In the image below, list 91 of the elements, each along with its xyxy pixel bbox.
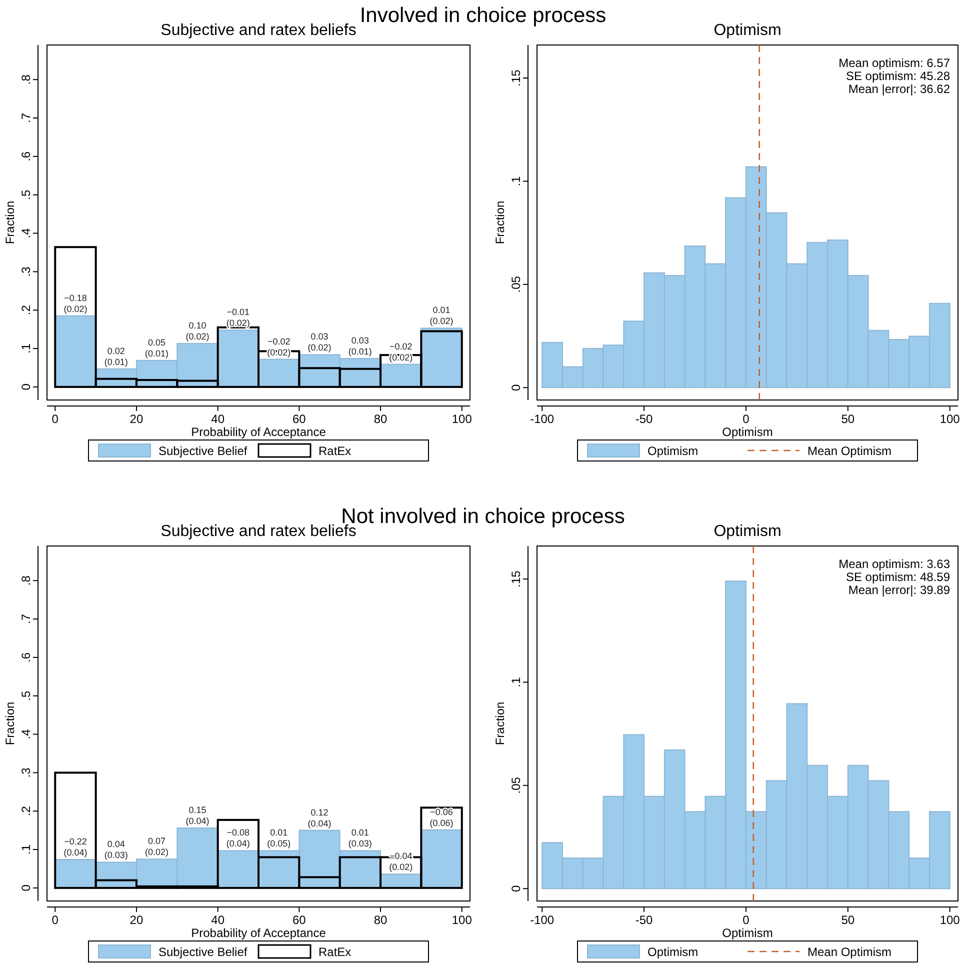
legend-label: RatEx bbox=[318, 444, 352, 458]
legend-label: Subjective Belief bbox=[158, 444, 248, 458]
annotation: 0.01 (0.03) bbox=[348, 828, 372, 849]
chart-title: Optimism bbox=[714, 523, 782, 540]
y-tick-label: .15 bbox=[509, 69, 523, 86]
annotation: 0.02 (0.01) bbox=[104, 346, 128, 367]
x-axis-title: Optimism bbox=[722, 926, 773, 940]
annotation: 0.01 (0.05) bbox=[267, 828, 291, 849]
x-tick-label: 50 bbox=[841, 913, 855, 927]
x-tick-label: 100 bbox=[452, 913, 472, 927]
annotation: Mean |error|: 36.62 bbox=[848, 82, 950, 96]
annotation: −0.08 (0.04) bbox=[226, 828, 250, 849]
legend-label: Mean Optimism bbox=[808, 444, 892, 458]
annotation: 0.05 (0.01) bbox=[145, 337, 169, 358]
y-tick-label: .7 bbox=[19, 614, 33, 624]
x-axis-title: Probability of Acceptance bbox=[191, 926, 326, 940]
y-tick-label: .8 bbox=[19, 74, 33, 85]
x-tick-label: -100 bbox=[530, 913, 554, 927]
x-tick-label: 20 bbox=[130, 412, 144, 426]
y-axis-title: Fraction bbox=[493, 702, 507, 746]
y-axis-title: Fraction bbox=[3, 200, 17, 244]
y-tick-label: .5 bbox=[19, 690, 33, 701]
x-tick-label: 80 bbox=[374, 412, 388, 426]
x-tick-label: 0 bbox=[52, 913, 59, 927]
x-tick-label: 40 bbox=[211, 913, 225, 927]
x-tick-label: -100 bbox=[530, 412, 554, 426]
y-tick-label: .1 bbox=[19, 844, 33, 855]
annotation: Mean optimism: 6.57 bbox=[838, 56, 950, 70]
annotation: SE optimism: 48.59 bbox=[846, 570, 950, 584]
y-tick-label: 0 bbox=[509, 884, 523, 892]
annotation: Mean |error|: 39.89 bbox=[848, 583, 950, 597]
x-axis-title: Optimism bbox=[722, 425, 773, 439]
y-tick-label: .7 bbox=[19, 112, 33, 124]
x-axis-title: Probability of Acceptance bbox=[191, 425, 326, 439]
x-tick-label: 50 bbox=[841, 412, 855, 426]
chart-title: Subjective and ratex beliefs bbox=[160, 22, 356, 39]
x-tick-label: 80 bbox=[374, 913, 388, 927]
y-tick-label: 0 bbox=[509, 384, 523, 391]
y-tick-label: .15 bbox=[509, 570, 523, 588]
annotation: 0.12 (0.04) bbox=[308, 807, 332, 828]
legend-label: RatEx bbox=[318, 945, 352, 959]
chart-title: Optimism bbox=[714, 22, 782, 39]
annotation: 0.15 (0.04) bbox=[186, 805, 210, 826]
y-axis-title: Fraction bbox=[493, 200, 507, 244]
y-tick-label: .3 bbox=[19, 767, 33, 778]
y-tick-label: .1 bbox=[19, 343, 33, 354]
annotation: 0.10 (0.02) bbox=[186, 320, 210, 342]
y-tick-label: .05 bbox=[509, 776, 523, 794]
x-tick-label: 40 bbox=[211, 412, 225, 426]
y-tick-label: .3 bbox=[19, 266, 33, 277]
y-tick-label: .6 bbox=[19, 652, 33, 662]
annotation: 0.01 (0.02) bbox=[430, 305, 454, 326]
x-tick-label: 60 bbox=[292, 913, 306, 927]
annotation: −0.18 (0.02) bbox=[64, 292, 88, 314]
y-tick-label: .6 bbox=[19, 151, 33, 162]
annotation: SE optimism: 45.28 bbox=[846, 69, 950, 83]
annotation: 0.07 (0.02) bbox=[145, 836, 169, 858]
text: Involved in choice process bbox=[360, 4, 606, 27]
y-tick-label: .1 bbox=[509, 176, 523, 186]
x-tick-label: 100 bbox=[940, 913, 960, 927]
legend-label: Optimism bbox=[648, 444, 698, 458]
annotation: −0.06 (0.06) bbox=[430, 806, 454, 828]
y-tick-label: .4 bbox=[19, 728, 33, 740]
x-tick-label: -50 bbox=[635, 913, 654, 927]
annotation: −0.01 (0.02) bbox=[226, 307, 250, 328]
legend-label: Mean Optimism bbox=[808, 945, 892, 959]
annotation: −0.22 (0.04) bbox=[64, 836, 88, 858]
y-tick-label: .4 bbox=[19, 228, 33, 238]
x-tick-label: 20 bbox=[130, 913, 144, 927]
x-tick-label: 100 bbox=[452, 412, 472, 426]
annotation: Mean optimism: 3.63 bbox=[838, 557, 950, 571]
annotation: 0.03 (0.02) bbox=[308, 332, 332, 353]
x-tick-label: 60 bbox=[292, 412, 306, 426]
legend-label: Optimism bbox=[648, 945, 698, 959]
y-tick-label: 0 bbox=[19, 884, 33, 892]
y-tick-label: .1 bbox=[509, 676, 523, 688]
y-tick-label: .8 bbox=[19, 575, 33, 586]
x-tick-label: -50 bbox=[635, 412, 654, 426]
y-axis-title: Fraction bbox=[3, 702, 17, 746]
x-tick-label: 0 bbox=[52, 412, 59, 426]
annotation: 0.03 (0.01) bbox=[348, 336, 372, 357]
y-tick-label: .5 bbox=[19, 190, 33, 200]
annotation: 0.04 (0.03) bbox=[104, 839, 128, 860]
y-tick-label: .05 bbox=[509, 276, 523, 293]
legend-label: Subjective Belief bbox=[158, 945, 248, 959]
y-tick-label: .2 bbox=[19, 806, 33, 816]
y-tick-label: 0 bbox=[19, 383, 33, 390]
x-tick-label: 100 bbox=[940, 412, 960, 426]
x-tick-label: 0 bbox=[742, 412, 750, 426]
x-tick-label: 0 bbox=[742, 913, 750, 927]
y-tick-label: .2 bbox=[19, 304, 33, 316]
